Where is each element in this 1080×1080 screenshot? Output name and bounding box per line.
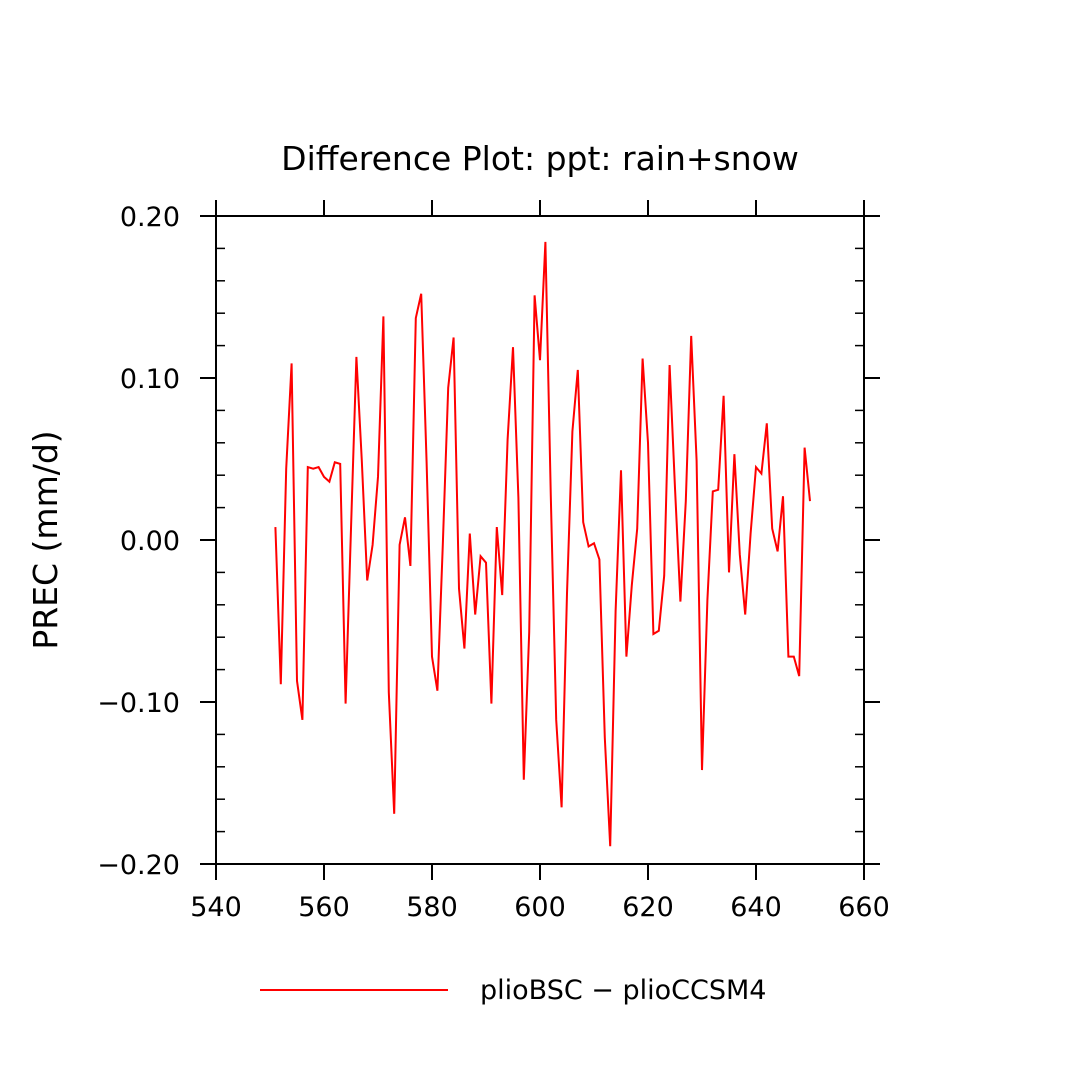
plot-frame: [215, 215, 865, 865]
y-tick-label: −0.10: [97, 688, 180, 719]
y-axis-title: PREC (mm/d): [26, 430, 65, 649]
y-tick-label: 0.10: [120, 364, 180, 395]
x-tick-label: 600: [514, 892, 566, 923]
series-group: [274, 241, 811, 847]
x-tick-label: 540: [190, 892, 242, 923]
x-tick-label: 660: [838, 892, 890, 923]
legend-label: plioBSC − plioCCSM4: [480, 975, 766, 1006]
y-tick-label: 0.20: [120, 202, 180, 233]
series-line: [274, 241, 811, 847]
chart-title: Difference Plot: ppt: rain+snow: [281, 139, 799, 178]
x-tick-labels: 540 560 580 600 620 640 660: [190, 892, 890, 923]
y-tick-label: 0.00: [120, 526, 180, 557]
x-tick-label: 580: [406, 892, 458, 923]
x-tick-label: 620: [622, 892, 674, 923]
x-tick-label: 640: [730, 892, 782, 923]
y-tick-label: −0.20: [97, 850, 180, 881]
tick-marks: [200, 200, 880, 880]
x-tick-label: 560: [298, 892, 350, 923]
y-tick-labels: −0.20 −0.10 0.00 0.10 0.20: [97, 202, 180, 881]
